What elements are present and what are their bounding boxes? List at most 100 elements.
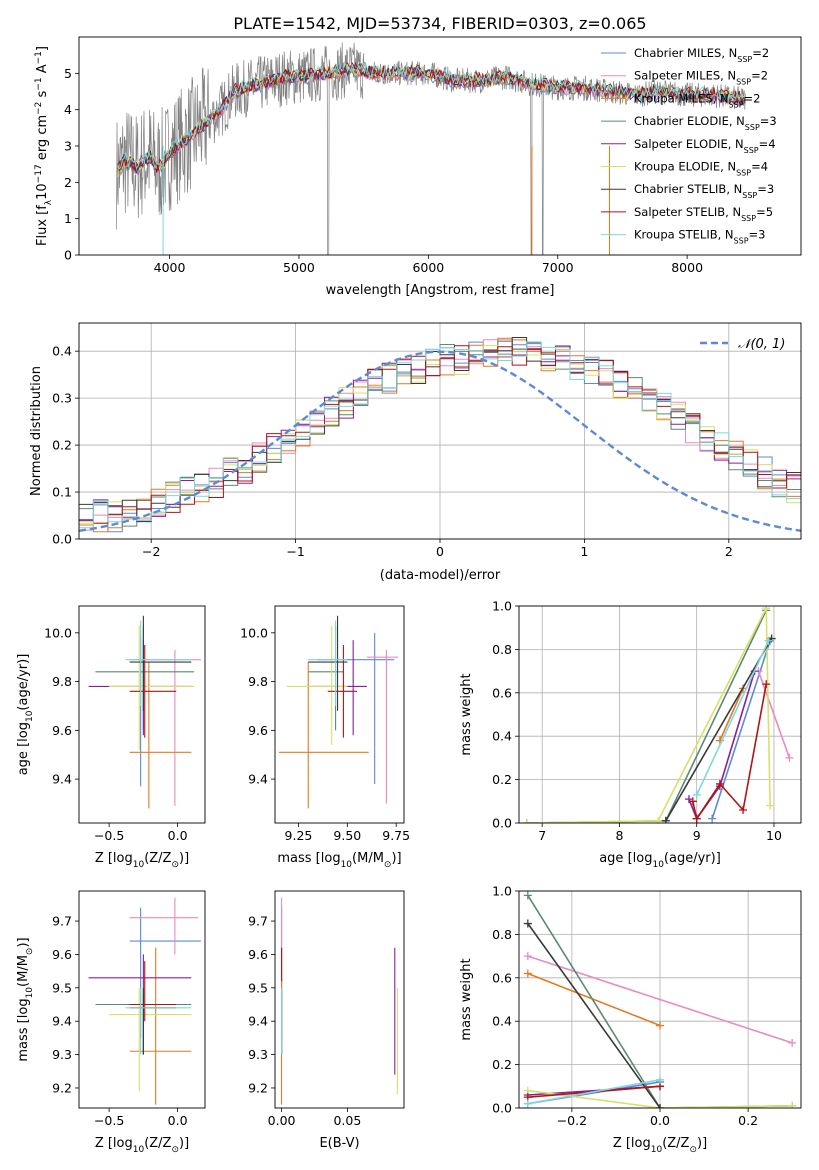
residual-histogram-panel: −2 −1 0 1 2 0.0 0.1 0.2 0.3 0.4 𝒩(0, 1) (data-model… bbox=[29, 322, 802, 583]
mass-weight-marker bbox=[661, 816, 670, 823]
label-part: ⊙ bbox=[689, 1145, 697, 1155]
label-part: )] bbox=[179, 1136, 189, 1151]
mass-weight-line bbox=[757, 670, 791, 759]
y-tick-label: 0.4 bbox=[492, 729, 512, 744]
mass-weight-line bbox=[665, 638, 773, 822]
legend-suffix: =4 bbox=[759, 137, 776, 151]
legend-subscript: SSP bbox=[744, 145, 759, 154]
legend-text: Kroupa STELIB, N bbox=[634, 228, 734, 242]
label-part: s bbox=[35, 90, 50, 101]
label-part: E(B-V) bbox=[319, 1136, 359, 1151]
y-tick-label: 0.4 bbox=[492, 1014, 512, 1029]
axes-frame bbox=[518, 605, 802, 824]
legend-subscript: SSP bbox=[736, 168, 751, 177]
label-part: (Z/Z bbox=[144, 851, 171, 866]
legend-text: Chabrier MILES, N bbox=[634, 46, 737, 60]
x-tick-label: 2 bbox=[725, 544, 733, 559]
label-part: erg cm bbox=[35, 115, 50, 164]
mass-weight-line bbox=[695, 640, 770, 796]
legend-entry: Kroupa STELIB, NSSP=3 bbox=[634, 228, 765, 246]
y-tick-label: 9.7 bbox=[52, 914, 72, 929]
x-axis-label: age [log10(age/yr)] bbox=[599, 851, 721, 870]
y-axis-label: mass weight bbox=[459, 958, 474, 1040]
mass-weight-marker bbox=[762, 680, 771, 689]
mass-weight-marker bbox=[656, 1104, 664, 1108]
y-tick-label: 9.4 bbox=[248, 1014, 268, 1029]
y-tick-label: 1.0 bbox=[492, 884, 512, 899]
mass-weight-marker bbox=[715, 779, 724, 788]
spectrum-panel: 4000 5000 6000 7000 8000 0 1 2 3 4 5 Chabrier MILES… bbox=[34, 36, 802, 298]
x-tick-label: 0.0 bbox=[168, 1113, 188, 1128]
y-tick-label: 9.6 bbox=[52, 723, 72, 738]
histogram-step-line bbox=[79, 337, 801, 523]
x-tick-label: −2 bbox=[142, 544, 160, 559]
label-part: ⊙ bbox=[384, 860, 392, 870]
y-tick-label: 9.4 bbox=[52, 1014, 72, 1029]
x-tick-label: 0.00 bbox=[268, 1113, 296, 1128]
y-tick-label: 9.6 bbox=[248, 723, 268, 738]
histogram-step-line bbox=[79, 345, 801, 524]
legend-entry: Kroupa ELODIE, NSSP=4 bbox=[634, 160, 768, 178]
axes-frame bbox=[78, 605, 206, 824]
plot-area bbox=[523, 891, 797, 1108]
legend-text: Kroupa ELODIE, N bbox=[634, 160, 736, 174]
model-spectrum-line bbox=[117, 61, 746, 170]
label-part: 10 bbox=[35, 183, 50, 200]
label-part: −1 bbox=[34, 51, 44, 64]
label-part: ⊙ bbox=[25, 948, 35, 956]
y-tick-label: 0.6 bbox=[492, 970, 512, 985]
axes-frame bbox=[78, 322, 802, 540]
label-part: )] bbox=[697, 1136, 707, 1151]
label-part: 10 bbox=[651, 1145, 663, 1155]
y-axis-label: age [log10(age/yr)] bbox=[16, 654, 35, 776]
y-tick-label: 9.2 bbox=[52, 1080, 72, 1095]
label-part: −1 bbox=[34, 77, 44, 90]
x-tick-label: 7 bbox=[538, 828, 546, 843]
y-tick-label: 9.6 bbox=[248, 947, 268, 962]
legend-suffix: =2 bbox=[744, 91, 761, 105]
legend-subscript: SSP bbox=[745, 123, 760, 132]
label-part: 10 bbox=[133, 860, 145, 870]
x-tick-label: 1 bbox=[580, 544, 588, 559]
mass-weight-marker bbox=[523, 919, 532, 928]
y-tick-label: 2 bbox=[64, 175, 72, 190]
x-axis-label: Z [log10(Z/Z⊙)] bbox=[95, 851, 189, 870]
mass-weight-marker bbox=[762, 606, 771, 613]
legend-text: Salpeter ELODIE, N bbox=[634, 137, 744, 151]
y-tick-label: 9.5 bbox=[52, 980, 72, 995]
x-tick-label: 9.75 bbox=[382, 828, 410, 843]
y-tick-label: 0.0 bbox=[52, 532, 72, 547]
label-part: Z [log bbox=[95, 851, 133, 866]
x-tick-label: 8000 bbox=[671, 260, 703, 275]
x-tick-label: 0 bbox=[436, 544, 444, 559]
mass-weight-marker bbox=[654, 816, 663, 823]
x-tick-label: 4000 bbox=[154, 260, 186, 275]
y-tick-label: 10.0 bbox=[44, 625, 72, 640]
label-part: 10 bbox=[341, 860, 353, 870]
mass-weight-marker bbox=[656, 1021, 664, 1030]
legend-entry: Chabrier ELODIE, NSSP=3 bbox=[634, 114, 777, 132]
y-tick-label: 9.5 bbox=[248, 980, 268, 995]
x-tick-label: −1 bbox=[286, 544, 304, 559]
x-tick-label: 6000 bbox=[412, 260, 444, 275]
y-tick-label: 1 bbox=[64, 211, 72, 226]
legend-suffix: =3 bbox=[749, 228, 766, 242]
y-tick-label: 10.0 bbox=[240, 625, 268, 640]
x-axis-label: wavelength [Angstrom, rest frame] bbox=[326, 283, 555, 298]
x-tick-label: 9.25 bbox=[285, 828, 313, 843]
label-part: −2 bbox=[34, 102, 44, 115]
label-part: mass [log bbox=[16, 998, 31, 1061]
figure-title: PLATE=1542, MJD=53734, FIBERID=0303, z=0… bbox=[233, 14, 646, 33]
legend-subscript: SSP bbox=[729, 100, 744, 109]
y-tick-label: 9.8 bbox=[52, 674, 72, 689]
axes-frame bbox=[518, 890, 802, 1109]
age-vs-mass-panel: 9.25 9.50 9.75 9.4 9.6 9.8 10.0 mass [log10(M/M… bbox=[240, 605, 410, 870]
mass-weight-line bbox=[711, 640, 771, 819]
mass-weight-line bbox=[527, 955, 793, 1044]
plot-area bbox=[522, 606, 794, 823]
y-tick-label: 0.2 bbox=[492, 1057, 512, 1072]
label-part: )] bbox=[16, 937, 31, 947]
y-tick-label: 0.1 bbox=[52, 485, 72, 500]
x-tick-label: 5000 bbox=[283, 260, 315, 275]
